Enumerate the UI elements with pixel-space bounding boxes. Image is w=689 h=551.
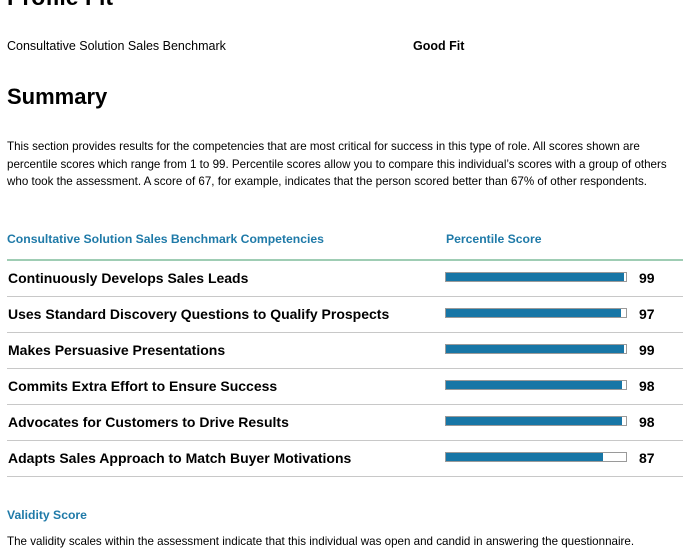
percentile-score-bar (445, 452, 627, 462)
competency-score-list: Continuously Develops Sales Leads 99 Use… (7, 261, 683, 477)
profile-fit-heading: Profile Fit (7, 0, 113, 9)
percentile-score-bar-fill (446, 345, 625, 353)
competency-row: Makes Persuasive Presentations 99 (7, 333, 683, 369)
benchmark-label: Consultative Solution Sales Benchmark (7, 39, 226, 53)
percentile-score-bar (445, 380, 627, 390)
competency-name: Uses Standard Discovery Questions to Qua… (8, 306, 390, 322)
percentile-score-bar-fill (446, 273, 625, 281)
competency-row: Uses Standard Discovery Questions to Qua… (7, 297, 683, 333)
competency-name: Commits Extra Effort to Ensure Success (8, 378, 278, 394)
summary-heading: Summary (7, 84, 108, 109)
percentile-score-bar (445, 344, 627, 354)
competency-row: Continuously Develops Sales Leads 99 (7, 261, 683, 297)
competency-table-header: Consultative Solution Sales Benchmark Co… (7, 232, 682, 250)
validity-score-text: The validity scales within the assessmen… (7, 535, 635, 548)
percentile-score-value: 99 (639, 342, 655, 358)
percentile-score-column-header: Percentile Score (446, 232, 542, 246)
competency-name: Makes Persuasive Presentations (8, 342, 226, 358)
competency-row: Adapts Sales Approach to Match Buyer Mot… (7, 441, 683, 477)
competency-row: Commits Extra Effort to Ensure Success 9… (7, 369, 683, 405)
profile-fit-row: Consultative Solution Sales Benchmark Go… (7, 39, 687, 55)
header-divider (7, 259, 683, 261)
percentile-score-bar-fill (446, 453, 603, 461)
percentile-score-bar-fill (446, 381, 623, 389)
competency-name: Adapts Sales Approach to Match Buyer Mot… (8, 450, 352, 466)
competency-name: Continuously Develops Sales Leads (8, 270, 249, 286)
percentile-score-value: 98 (639, 378, 655, 394)
percentile-score-value: 97 (639, 306, 655, 322)
competency-row: Advocates for Customers to Drive Results… (7, 405, 683, 441)
summary-paragraph: This section provides results for the co… (7, 140, 667, 188)
percentile-score-bar-fill (446, 417, 623, 425)
percentile-score-bar (445, 308, 627, 318)
fit-result: Good Fit (413, 39, 465, 53)
percentile-score-value: 99 (639, 270, 655, 286)
percentile-score-value: 98 (639, 414, 655, 430)
percentile-score-value: 87 (639, 450, 655, 466)
validity-score-heading: Validity Score (7, 508, 87, 522)
percentile-score-bar (445, 416, 627, 426)
percentile-score-bar-fill (446, 309, 621, 317)
competency-name: Advocates for Customers to Drive Results (8, 414, 289, 430)
percentile-score-bar (445, 272, 627, 282)
competencies-column-header: Consultative Solution Sales Benchmark Co… (7, 232, 324, 246)
